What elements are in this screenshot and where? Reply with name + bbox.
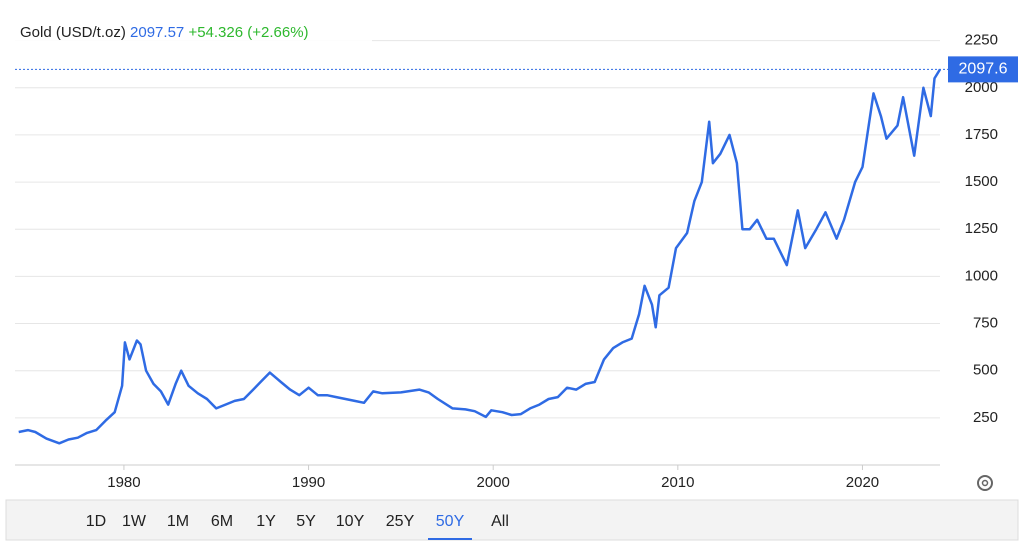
y-tick-label: 1000 [965, 267, 998, 284]
y-tick-label: 1500 [965, 173, 998, 190]
chart-title: Gold (USD/t.oz) [20, 24, 126, 41]
header: Gold (USD/t.oz) 2097.57 +54.326 (+2.66%) [20, 24, 309, 41]
range-button[interactable]: 6M [211, 513, 233, 530]
y-tick-label: 1250 [965, 220, 998, 237]
price-line [18, 68, 942, 445]
range-button[interactable]: 1D [86, 513, 106, 530]
x-tick-label: 1980 [107, 474, 140, 491]
range-button[interactable]: 1W [122, 513, 147, 530]
gear-ring [977, 475, 993, 491]
x-tick-label: 2020 [846, 474, 879, 491]
range-button[interactable]: 5Y [296, 513, 316, 530]
y-tick-label: 500 [973, 362, 998, 379]
x-tick-label: 2010 [661, 474, 694, 491]
settings-icon[interactable] [977, 475, 993, 491]
y-tick-label: 250 [973, 409, 998, 426]
price-change: +54.326 (+2.66%) [188, 24, 308, 41]
y-tick-label: 2000 [965, 79, 998, 96]
range-button[interactable]: All [491, 513, 509, 530]
range-button[interactable]: 1Y [256, 513, 276, 530]
range-button[interactable]: 50Y [436, 513, 465, 530]
y-tick-label: 2250 [965, 32, 998, 49]
x-tick-label: 2000 [477, 474, 510, 491]
last-value-badge [948, 56, 1018, 83]
last-value-label: 2097.6 [959, 61, 1008, 78]
price: 2097.57 [130, 24, 184, 41]
range-button[interactable]: 25Y [386, 513, 415, 530]
y-tick-label: 1750 [965, 126, 998, 143]
range-bar [5, 499, 1019, 541]
header-bg [12, 20, 372, 46]
x-tick-label: 1990 [292, 474, 325, 491]
gear-hub [981, 479, 989, 487]
range-button[interactable]: 1M [167, 513, 189, 530]
y-tick-label: 750 [973, 315, 998, 332]
range-button[interactable]: 10Y [336, 513, 365, 530]
